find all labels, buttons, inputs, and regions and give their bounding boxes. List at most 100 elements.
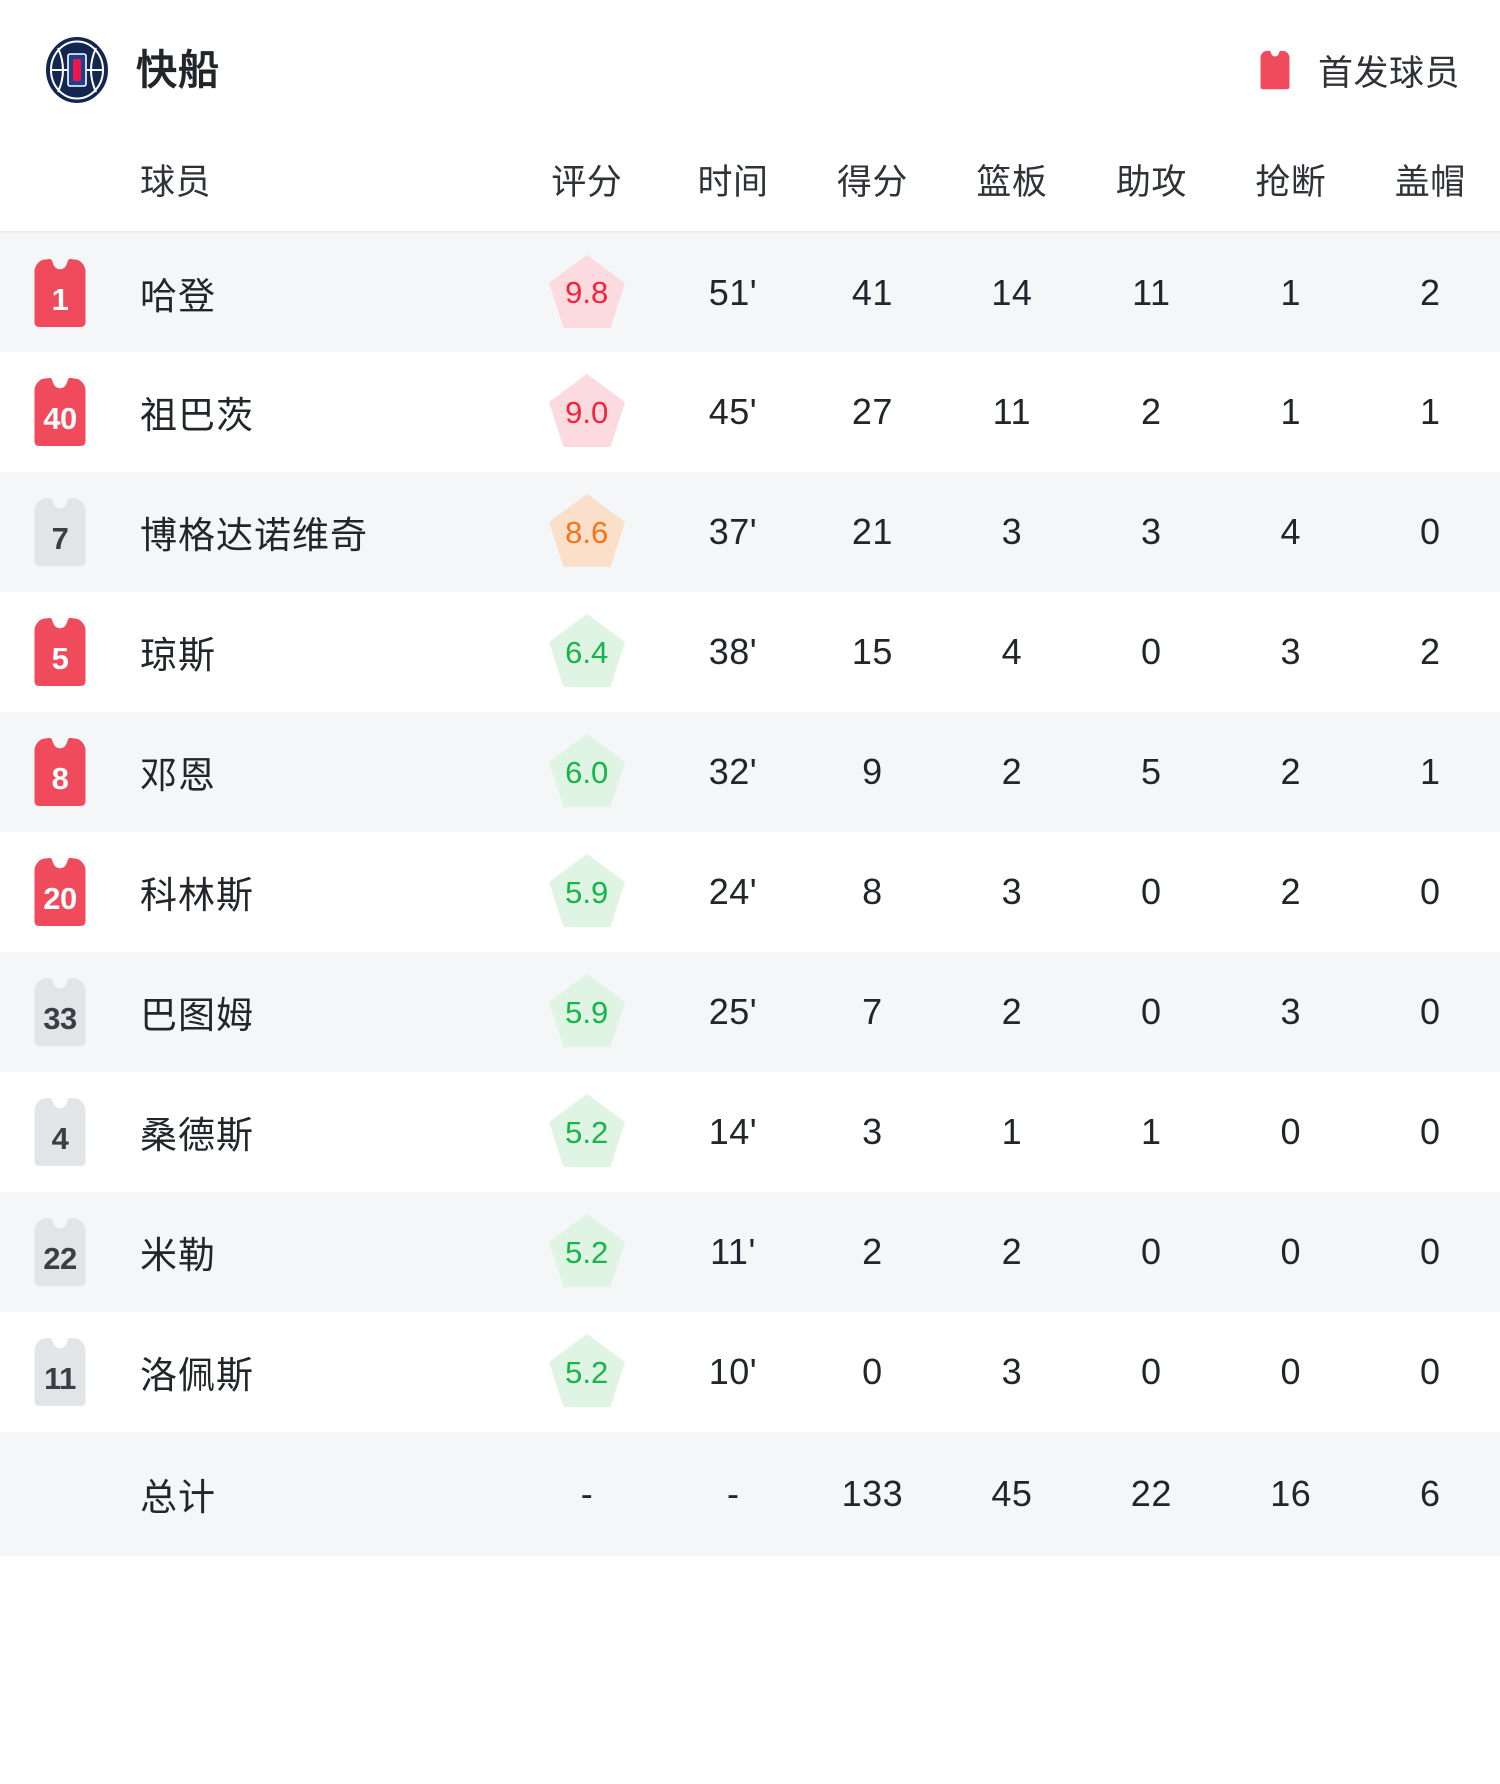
player-minutes: 32'	[708, 751, 758, 792]
table-row[interactable]: 5 琼斯 6.4 38' 15 4 0 3 2	[0, 592, 1500, 712]
player-name[interactable]: 桑德斯	[140, 1115, 255, 1156]
player-assists: 0	[1141, 631, 1162, 672]
jersey-icon: 4	[29, 1095, 91, 1169]
jersey-number: 11	[44, 1361, 76, 1396]
player-rating-cell: 5.2	[510, 1312, 663, 1432]
player-points: 8	[862, 871, 883, 912]
rating-badge: 5.2	[544, 1089, 630, 1175]
player-blocks: 0	[1419, 871, 1441, 912]
player-steals: 0	[1280, 1111, 1302, 1152]
player-points: 21	[851, 511, 893, 552]
player-rebounds: 11	[992, 391, 1032, 432]
player-points: 7	[862, 991, 883, 1032]
table-row[interactable]: 40 祖巴茨 9.0 45' 27 11 2 1 1	[0, 352, 1500, 472]
player-minutes: 38'	[708, 631, 758, 672]
table-row[interactable]: 1 哈登 9.8 51' 41 14 11 1 2	[0, 232, 1500, 352]
column-header-blocks[interactable]: 盖帽	[1394, 163, 1466, 202]
jersey-number: 5	[51, 641, 69, 676]
column-header-assists[interactable]: 助攻	[1115, 163, 1187, 202]
jersey-icon: 1	[29, 256, 91, 330]
player-name[interactable]: 哈登	[140, 275, 217, 317]
player-rating-cell: 9.0	[510, 352, 663, 472]
player-name[interactable]: 邓恩	[140, 755, 217, 796]
table-row[interactable]: 8 邓恩 6.0 32' 9 2 5 2 1	[0, 712, 1500, 832]
player-blocks: 0	[1419, 511, 1441, 552]
legend-starters: 首发球员	[1254, 45, 1460, 96]
player-name[interactable]: 博格达诺维奇	[140, 515, 369, 556]
table-row[interactable]: 7 博格达诺维奇 8.6 37' 21 3 3 4 0	[0, 472, 1500, 592]
player-rebounds: 4	[1001, 631, 1023, 672]
column-header-rating[interactable]: 评分	[551, 163, 623, 202]
column-header-steals[interactable]: 抢断	[1255, 163, 1327, 202]
player-assists: 0	[1141, 1231, 1162, 1272]
player-assists: 0	[1141, 1351, 1162, 1392]
player-name[interactable]: 琼斯	[140, 635, 217, 676]
column-header-points[interactable]: 得分	[836, 163, 908, 202]
column-header-player[interactable]: 球员	[140, 163, 212, 202]
player-blocks: 0	[1419, 1231, 1441, 1272]
player-jersey-cell: 33	[0, 952, 136, 1072]
player-name[interactable]: 米勒	[140, 1235, 217, 1276]
jersey-icon	[1254, 49, 1296, 91]
player-minutes: 10'	[708, 1351, 758, 1392]
player-minutes: 25'	[708, 991, 758, 1032]
totals-row: 总计 - - 133 45 22 16 6	[0, 1432, 1500, 1556]
rating-value: 8.6	[565, 514, 609, 550]
player-assists: 11	[1132, 271, 1171, 313]
player-jersey-cell: 1	[0, 232, 136, 352]
player-rating-cell: 9.8	[510, 232, 663, 352]
jersey-number: 7	[51, 521, 69, 556]
player-rebounds: 3	[1001, 511, 1023, 552]
player-blocks: 1	[1419, 751, 1441, 792]
player-rating-cell: 6.4	[510, 592, 663, 712]
totals-points: 133	[841, 1473, 904, 1514]
player-jersey-cell: 5	[0, 592, 136, 712]
player-steals: 2	[1280, 871, 1302, 912]
column-header-rebounds[interactable]: 篮板	[976, 163, 1048, 202]
player-points: 3	[862, 1111, 883, 1152]
player-rating-cell: 5.2	[510, 1192, 663, 1312]
table-row[interactable]: 33 巴图姆 5.9 25' 7 2 0 3 0	[0, 952, 1500, 1072]
rating-value: 5.9	[565, 874, 609, 910]
table-row[interactable]: 4 桑德斯 5.2 14' 3 1 1 0 0	[0, 1072, 1500, 1192]
player-blocks: 1	[1419, 391, 1441, 432]
jersey-number: 8	[51, 761, 69, 796]
table-row[interactable]: 11 洛佩斯 5.2 10' 0 3 0 0 0	[0, 1312, 1500, 1432]
player-rebounds: 14	[991, 271, 1033, 313]
jersey-icon: 5	[29, 615, 91, 689]
jersey-number: 20	[43, 881, 77, 916]
player-points: 2	[862, 1231, 883, 1272]
player-points: 9	[862, 751, 883, 792]
totals-minutes: -	[726, 1473, 739, 1514]
jersey-icon: 11	[29, 1335, 91, 1409]
player-minutes: 14'	[708, 1111, 758, 1152]
player-name[interactable]: 洛佩斯	[140, 1355, 255, 1396]
column-header-minutes[interactable]: 时间	[697, 163, 769, 202]
jersey-icon: 20	[29, 855, 91, 929]
player-steals: 0	[1280, 1231, 1302, 1272]
totals-jersey-spacer	[0, 1432, 136, 1556]
player-jersey-cell: 7	[0, 472, 136, 592]
table-row[interactable]: 22 米勒 5.2 11' 2 2 0 0 0	[0, 1192, 1500, 1312]
jersey-icon: 22	[29, 1215, 91, 1289]
player-assists: 5	[1141, 751, 1162, 792]
totals-rating: -	[580, 1473, 593, 1514]
totals-assists: 22	[1130, 1473, 1172, 1514]
player-rating-cell: 5.9	[510, 952, 663, 1072]
player-steals: 3	[1280, 991, 1302, 1032]
table-header-row: 球员 评分 时间 得分 篮板 助攻 抢断 盖帽	[0, 140, 1500, 232]
player-rebounds: 1	[1001, 1111, 1023, 1152]
table-row[interactable]: 20 科林斯 5.9 24' 8 3 0 2 0	[0, 832, 1500, 952]
player-minutes: 37'	[708, 511, 758, 552]
player-name[interactable]: 巴图姆	[140, 995, 255, 1036]
rating-badge: 6.0	[544, 729, 630, 815]
player-steals: 1	[1280, 271, 1302, 313]
player-name[interactable]: 祖巴茨	[140, 395, 255, 436]
player-assists: 0	[1141, 991, 1162, 1032]
player-name[interactable]: 科林斯	[140, 875, 255, 916]
player-rating-cell: 5.9	[510, 832, 663, 952]
column-header-jersey	[0, 140, 136, 232]
jersey-number: 4	[51, 1121, 69, 1156]
player-rebounds: 2	[1001, 1231, 1023, 1272]
